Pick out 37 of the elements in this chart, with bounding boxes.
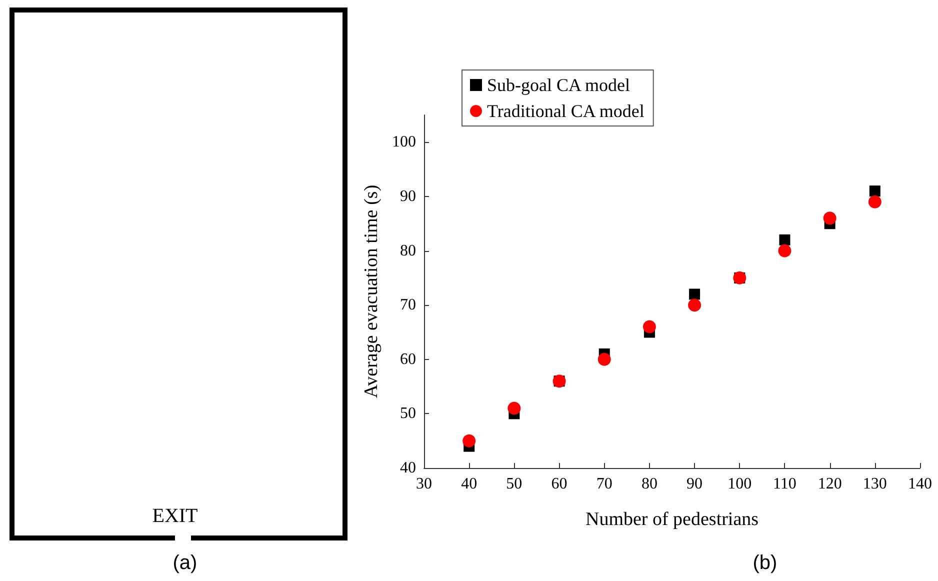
point — [689, 288, 700, 300]
x-tick-label: 140 — [908, 476, 932, 492]
x-tick-label: 80 — [641, 476, 658, 492]
x-tick-label: 40 — [461, 476, 478, 492]
x-tick-label: 70 — [596, 476, 612, 492]
x-tick-label: 130 — [862, 476, 887, 492]
x-tick-label: 120 — [818, 476, 842, 492]
y-tick-label: 60 — [400, 350, 416, 368]
point — [869, 186, 880, 197]
x-tick-label: 110 — [773, 476, 796, 492]
x-tick-label: 90 — [686, 476, 703, 492]
y-axis-title: Average evacuation time (s) — [361, 184, 382, 398]
point — [508, 402, 521, 415]
point — [462, 434, 476, 448]
text: (a) — [172, 552, 198, 575]
x-tick-label: 100 — [728, 476, 752, 492]
y-tick-label: 100 — [392, 134, 416, 151]
x-axis-title: Number of pedestrians — [585, 509, 759, 530]
x-tick-label: 30 — [416, 476, 432, 492]
legend-label: Sub-goal CA model — [487, 75, 630, 95]
point — [598, 352, 611, 366]
y-tick-label: 80 — [400, 242, 416, 260]
point — [688, 298, 702, 312]
text: (b) — [752, 552, 778, 575]
point — [779, 234, 790, 246]
y-tick-label: 40 — [400, 460, 416, 476]
x-tick-label: 50 — [506, 476, 522, 492]
y-tick-label: 50 — [400, 405, 416, 422]
y-tick-label: 90 — [400, 188, 416, 205]
point — [868, 195, 882, 208]
y-tick-label: 70 — [400, 296, 416, 314]
point — [823, 212, 836, 225]
legend-label: Traditional CA model — [487, 101, 644, 121]
point — [778, 244, 792, 258]
point — [642, 320, 656, 334]
x-tick-label: 60 — [551, 476, 568, 492]
text: EXIT — [152, 505, 198, 528]
